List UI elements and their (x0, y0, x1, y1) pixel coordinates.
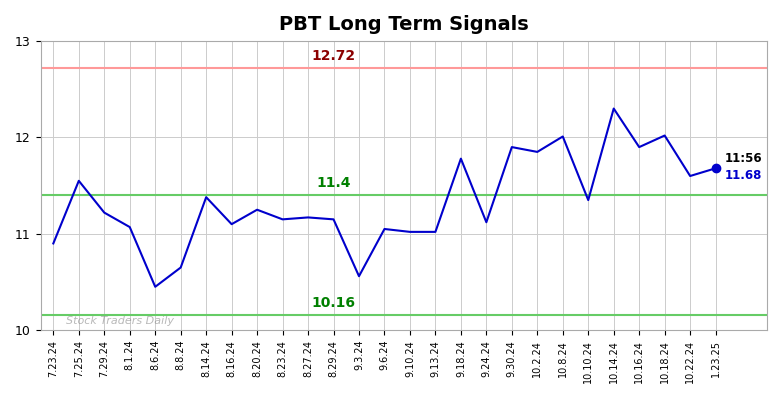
Text: 12.72: 12.72 (311, 49, 356, 63)
Text: 11.4: 11.4 (316, 176, 350, 191)
Title: PBT Long Term Signals: PBT Long Term Signals (278, 15, 528, 34)
Text: 11.68: 11.68 (724, 170, 762, 183)
Text: 11:56: 11:56 (724, 152, 762, 165)
Text: Stock Traders Daily: Stock Traders Daily (66, 316, 174, 326)
Text: 10.16: 10.16 (311, 296, 355, 310)
